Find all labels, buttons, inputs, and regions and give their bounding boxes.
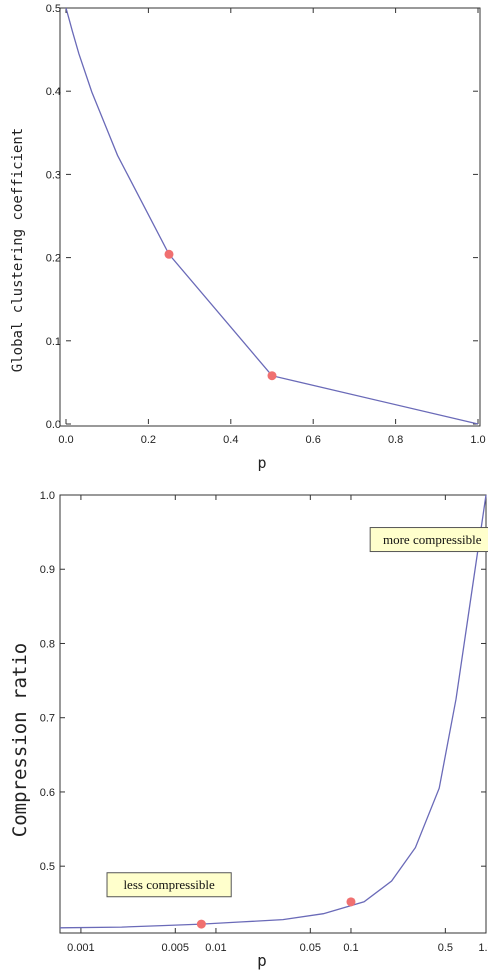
c1-y-tick-label: 0.0 <box>46 419 61 431</box>
chart1-x-axis-title: p <box>257 454 266 472</box>
c2-highlight-point <box>346 897 356 907</box>
c2-y-tick-label: 0.5 <box>40 861 55 873</box>
c1-x-tick-label: 0.4 <box>223 434 238 446</box>
c2-annotation-label: more compressible <box>383 532 482 547</box>
c2-x-tick-label: 0.001 <box>67 942 95 954</box>
chart2-annotations: more compressible less compressible <box>106 527 488 898</box>
c2-x-tick-label: 0.1 <box>343 942 358 954</box>
c2-y-tick-label: 0.7 <box>40 713 55 725</box>
c1-x-tick-label: 0.2 <box>141 434 156 446</box>
chart2-x-ticks: 0.001 0.005 0.01 0.05 0.1 0.5 1.0 <box>67 495 488 954</box>
c1-x-tick-label: 0.0 <box>58 434 73 446</box>
chart1-highlight-points <box>164 249 277 381</box>
chart1-y-ticks: 0.0 0.1 0.2 0.3 0.4 0.5 <box>46 3 478 431</box>
c2-annotation: more compressible <box>369 527 488 553</box>
chart2-x-axis-title: p <box>257 951 267 970</box>
c1-highlight-point <box>164 249 174 259</box>
c1-y-tick-label: 0.4 <box>46 86 61 98</box>
c1-y-tick-label: 0.5 <box>46 3 61 15</box>
c2-highlight-point <box>196 919 206 929</box>
chart1-plot-frame <box>59 7 481 427</box>
c2-x-tick-label: 0.5 <box>438 942 453 954</box>
clustering-chart: 0.0 0.2 0.4 0.6 0.8 1.0 0.00.10.20.30.40.5 p … <box>10 3 486 472</box>
compression-chart: 0.001 0.005 0.01 0.05 0.1 0.5 1.0 0.5 0.6 0.7 0.8… <box>9 490 488 970</box>
c1-highlight-point <box>267 371 277 381</box>
c2-y-tick-label: 1.0 <box>40 490 55 502</box>
c2-annotation-box <box>106 872 232 898</box>
c1-y-tick-label: 0.3 <box>46 169 61 181</box>
c2-annotation-box <box>369 527 488 553</box>
c2-series-line <box>59 494 487 929</box>
c2-x-tick-label: 0.05 <box>300 942 321 954</box>
chart1-frame <box>59 7 481 427</box>
chart1-y-axis-title: Global clustering coefficient <box>10 128 26 372</box>
c2-annotation: less compressible <box>106 872 232 898</box>
c1-x-tick-label: 1.0 <box>470 434 485 446</box>
c1-x-tick-label: 0.8 <box>388 434 403 446</box>
c2-x-tick-label: 0.005 <box>162 942 190 954</box>
c2-annotation-label: less compressible <box>123 877 215 892</box>
c2-y-tick-label: 0.9 <box>40 564 55 576</box>
chart2-series <box>59 494 487 929</box>
c2-y-tick-label: 0.8 <box>40 638 55 650</box>
c2-x-tick-label: 1.0 <box>478 942 488 954</box>
c1-x-tick-label: 0.6 <box>306 434 321 446</box>
chart2-plot-frame <box>59 494 487 934</box>
chart1-x-ticks: 0.0 0.2 0.4 0.6 0.8 1.0 <box>58 8 486 446</box>
chart2-highlight-points <box>196 897 356 929</box>
chart1-series <box>65 7 479 425</box>
c1-y-tick-label: 0.1 <box>46 336 61 348</box>
c2-x-tick-label: 0.01 <box>205 942 226 954</box>
c2-y-tick-label: 0.6 <box>40 787 55 799</box>
chart2-frame <box>59 494 487 934</box>
c1-series-line <box>65 7 479 425</box>
chart2-y-ticks: 0.5 0.6 0.7 0.8 0.9 1.0 <box>40 490 486 873</box>
chart2-y-axis-title: Compression ratio <box>9 643 31 837</box>
c1-y-tick-label: 0.2 <box>46 253 61 265</box>
